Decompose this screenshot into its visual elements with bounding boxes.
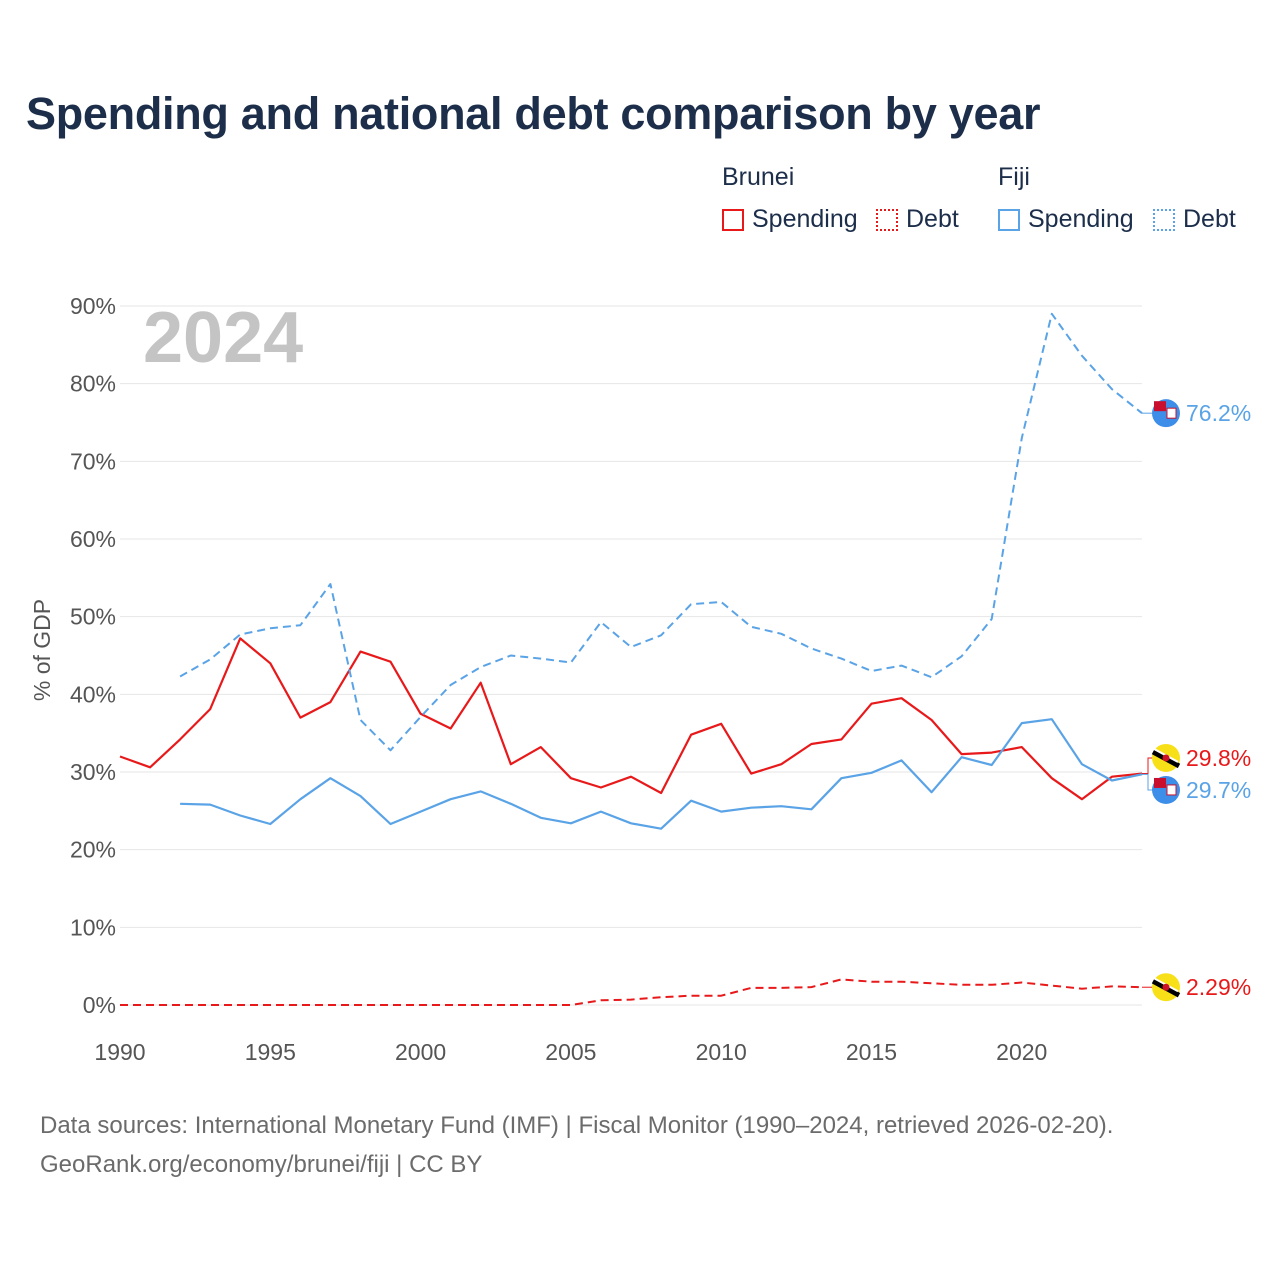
- y-tick-label: 90%: [70, 293, 116, 319]
- legend-swatch-fiji-spending: [998, 208, 1020, 231]
- legend-group-fiji: Fiji: [998, 163, 1030, 191]
- source-note: Data sources: International Monetary Fun…: [40, 1106, 1113, 1184]
- x-tick-label: 2015: [846, 1039, 897, 1065]
- brunei-debt-line[interactable]: [120, 978, 1143, 1006]
- fiji-debt-end-label: 76.2%: [1186, 400, 1251, 426]
- y-tick-label: 50%: [70, 604, 116, 630]
- y-tick-label: 60%: [70, 526, 116, 552]
- fiji-flag-jack: [1154, 777, 1166, 788]
- source-line-2[interactable]: GeoRank.org/economy/brunei/fiji | CC BY: [40, 1151, 483, 1178]
- legend-swatch-fiji-debt: [1153, 208, 1175, 231]
- y-tick-label: 70%: [70, 448, 116, 474]
- legend-label: Debt: [1183, 205, 1236, 233]
- brunei-flag-emblem: [1162, 754, 1170, 762]
- legend-group-brunei: Brunei: [722, 163, 795, 191]
- fiji-debt-line[interactable]: [179, 312, 1143, 752]
- fiji-flag-jack: [1154, 401, 1166, 412]
- brunei-flag-emblem: [1162, 983, 1170, 991]
- chart-title: Spending and national debt comparison by…: [26, 88, 1041, 139]
- brunei-spending-end-label: 29.8%: [1186, 745, 1251, 771]
- x-tick-label: 2005: [545, 1039, 596, 1065]
- grid-lines: [120, 305, 1142, 1006]
- y-tick-label: 10%: [70, 914, 116, 940]
- legend-label: Debt: [906, 205, 959, 233]
- legend-item-fiji-spending[interactable]: Spending: [998, 205, 1134, 234]
- legend-swatch-brunei-debt: [876, 208, 898, 231]
- y-tick-label: 80%: [70, 371, 116, 397]
- y-axis-label: % of GDP: [29, 599, 55, 701]
- legend-item-brunei-spending[interactable]: Spending: [722, 205, 858, 234]
- brunei-spending-line[interactable]: [119, 637, 1143, 801]
- y-tick-label: 20%: [70, 837, 116, 863]
- series-lines: [119, 312, 1143, 1006]
- fiji-flag-shield: [1166, 784, 1177, 796]
- y-tick-label: 0%: [83, 992, 116, 1018]
- x-tick-label: 2000: [395, 1039, 446, 1065]
- x-tick-label: 2020: [996, 1039, 1047, 1065]
- x-axis-tick-labels: 1990 1995 2000 2005 2010 2015 2020: [94, 1039, 1047, 1065]
- legend-label: Spending: [1028, 205, 1134, 233]
- fiji-spending-leader: [1142, 773, 1154, 791]
- fiji-spending-line[interactable]: [180, 718, 1143, 830]
- end-markers: 76.2% 29.8% 29.7% 2.29%: [1142, 399, 1251, 1002]
- brunei-debt-end-label: 2.29%: [1186, 974, 1251, 1000]
- legend-item-brunei-debt[interactable]: Debt: [876, 205, 959, 234]
- brunei-spending-leader: [1142, 757, 1154, 775]
- source-line-1: Data sources: International Monetary Fun…: [40, 1112, 1114, 1139]
- line-chart: 0% 10% 20% 30% 40% 50% 60% 70% 80% 90% 1990 1995 20…: [29, 293, 1251, 1065]
- x-tick-label: 2010: [696, 1039, 747, 1065]
- fiji-spending-end-label: 29.7%: [1186, 777, 1251, 803]
- x-tick-label: 1990: [94, 1039, 145, 1065]
- y-tick-label: 40%: [70, 681, 116, 707]
- y-tick-label: 30%: [70, 759, 116, 785]
- year-watermark: 2024: [143, 298, 303, 378]
- fiji-flag-shield: [1166, 407, 1177, 419]
- y-axis-tick-labels: 0% 10% 20% 30% 40% 50% 60% 70% 80% 90%: [70, 293, 116, 1018]
- legend-item-fiji-debt[interactable]: Debt: [1153, 205, 1236, 234]
- x-tick-label: 1995: [245, 1039, 296, 1065]
- legend-swatch-brunei-spending: [722, 208, 744, 231]
- legend-label: Spending: [752, 205, 858, 233]
